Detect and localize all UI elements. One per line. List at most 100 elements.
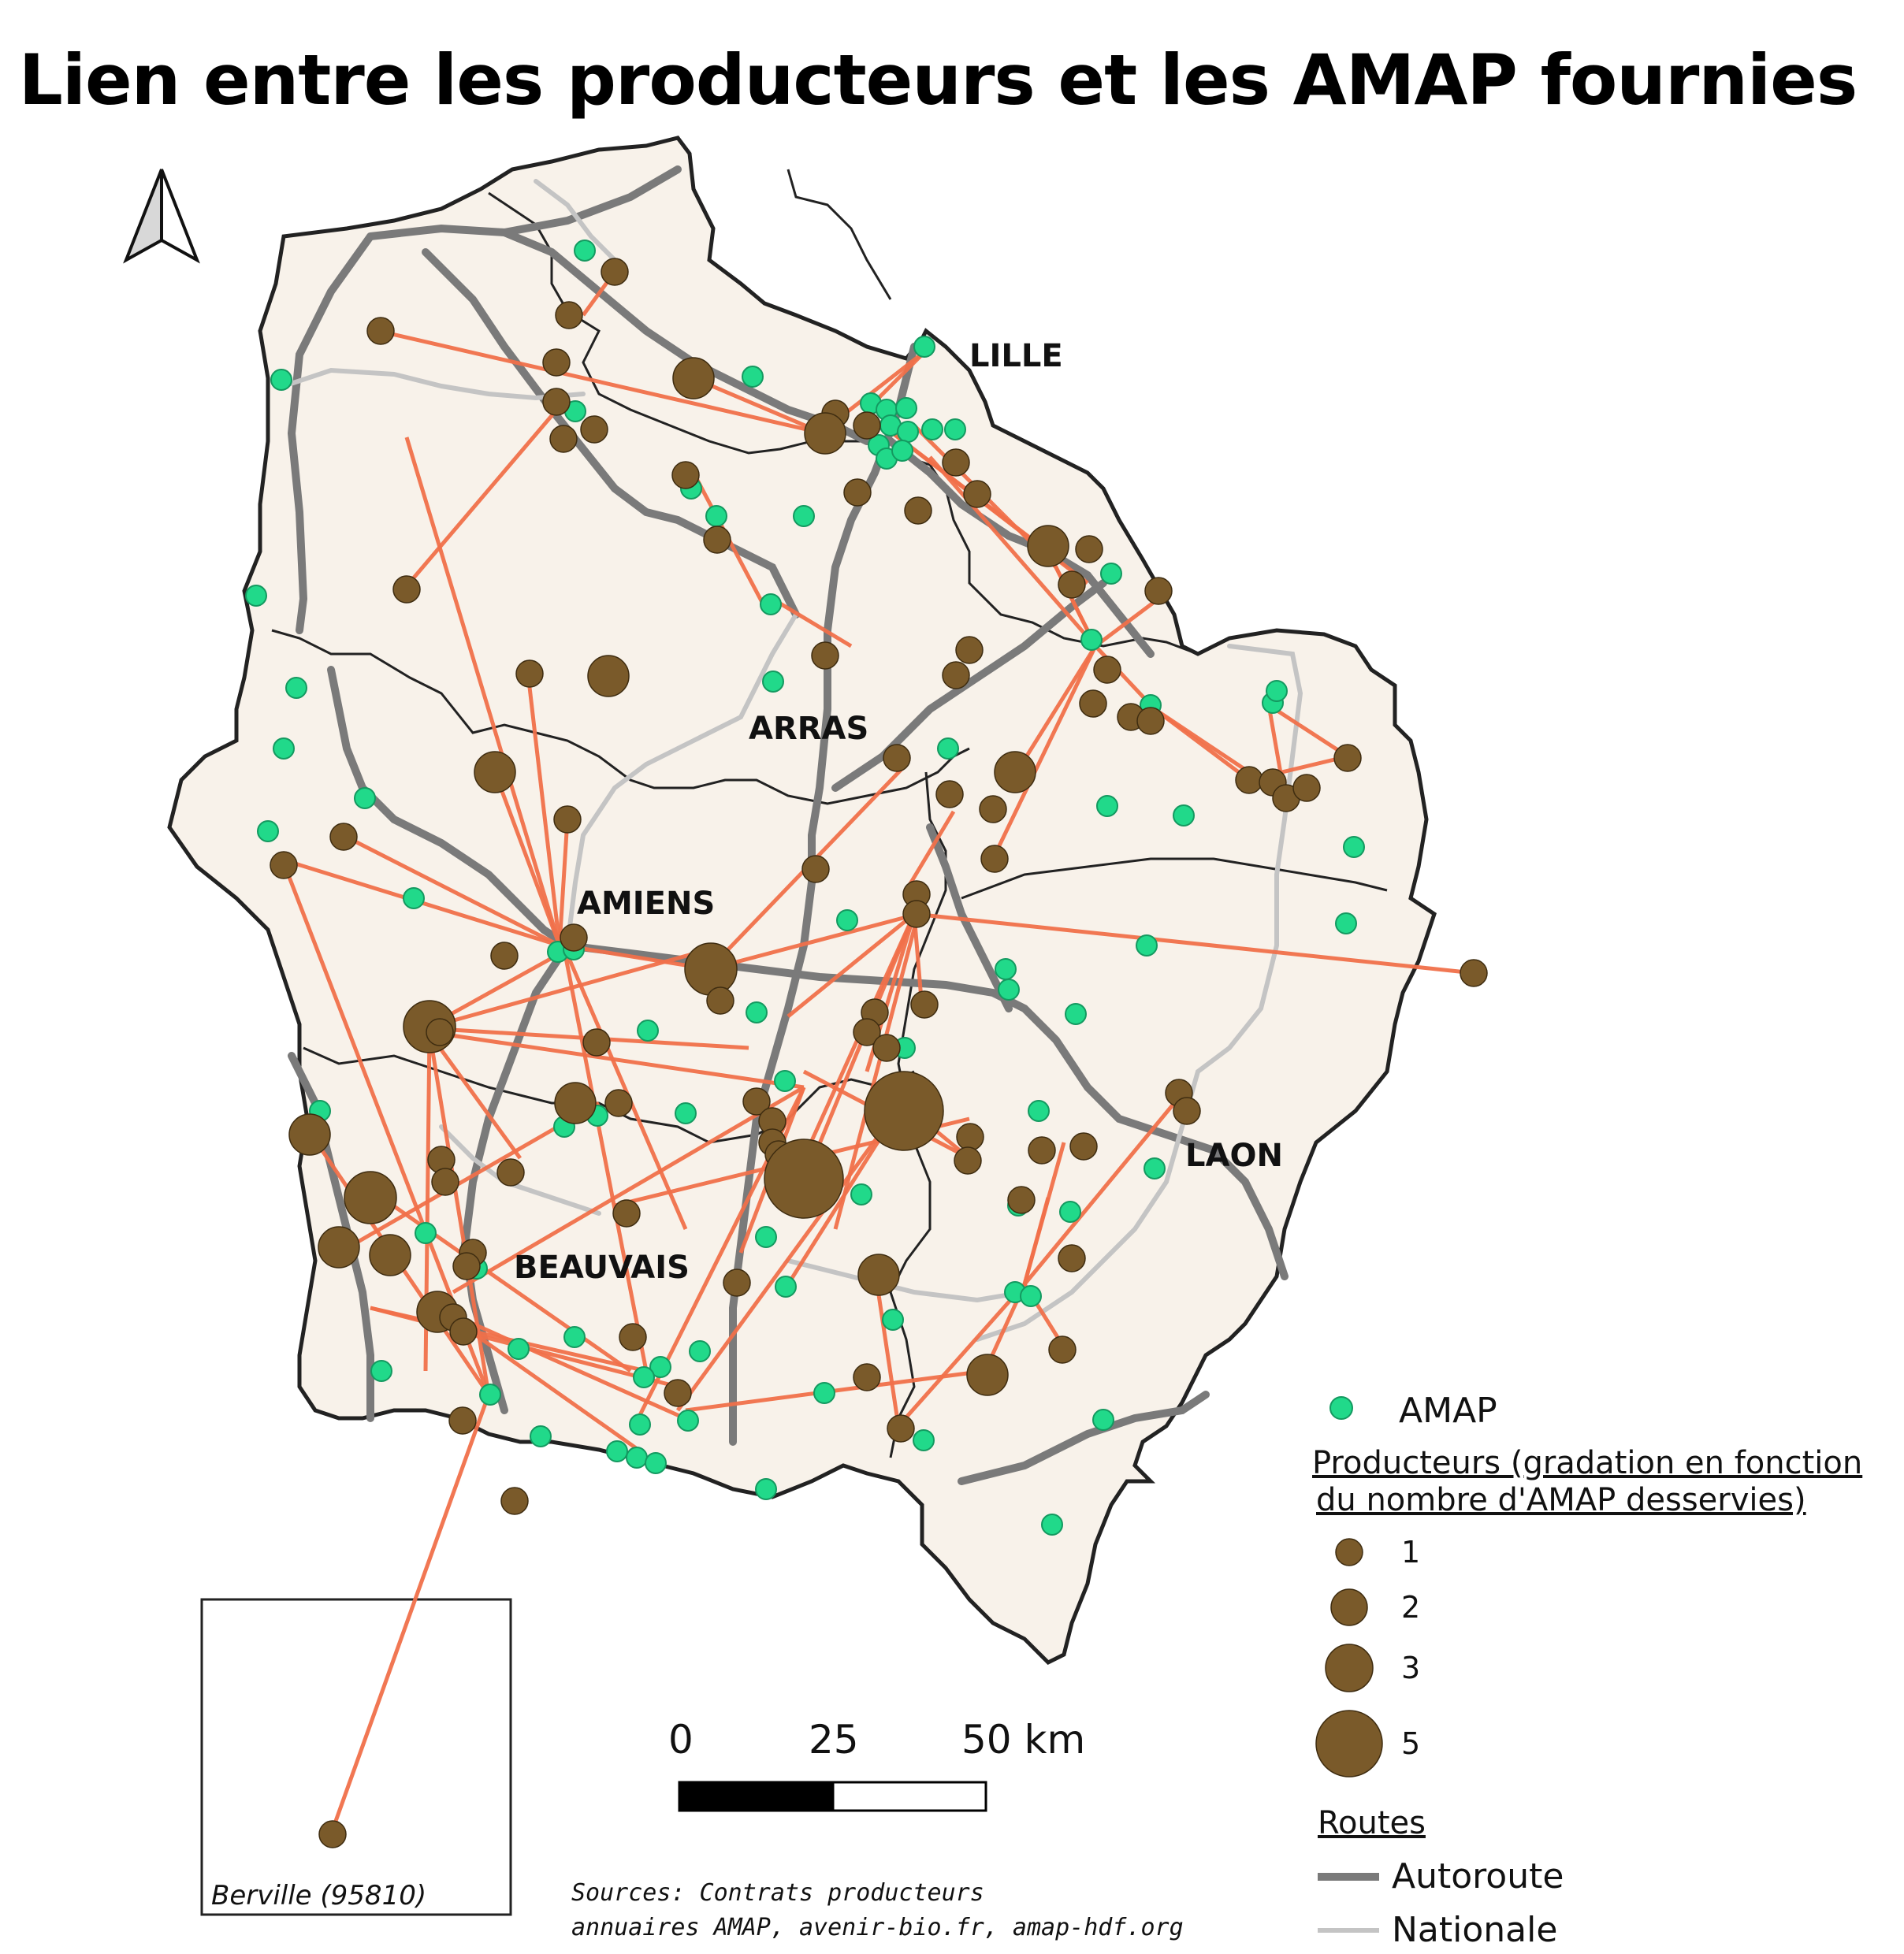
producer-point (955, 636, 984, 664)
legend-amap-label: AMAP (1399, 1391, 1497, 1431)
amap-point (1020, 1285, 1042, 1307)
producer-points (270, 258, 1488, 1848)
scale-label-25: 25 (809, 1717, 859, 1763)
amap-point (850, 1183, 872, 1205)
producer-point (672, 357, 715, 399)
producer-point (448, 1406, 477, 1435)
amap-point (629, 1413, 651, 1436)
amap-point (1065, 1003, 1087, 1025)
amap-point (1028, 1100, 1050, 1122)
producer-point (318, 1226, 360, 1269)
producer-amap-link (452, 1085, 805, 1295)
legend-autoroute-label: Autoroute (1392, 1856, 1564, 1896)
producer-amap-link (897, 1283, 1026, 1428)
producer-point (1048, 1335, 1077, 1364)
inset-label: Berville (95810) (211, 1880, 426, 1911)
producer-amap-link (685, 1369, 986, 1413)
amap-point (774, 1070, 796, 1092)
producer-amap-link (436, 1306, 695, 1425)
amap-point (1092, 1409, 1114, 1431)
legend: AMAP Producteurs (gradation en fonction … (1312, 1391, 1862, 1950)
sources-line-2: annuaires AMAP, avenir-bio.fr, amap-hdf.… (571, 1914, 1184, 1941)
producer-point (449, 1317, 478, 1346)
amap-point (273, 737, 295, 760)
producer-point (764, 1139, 844, 1219)
producer-point (671, 461, 700, 489)
amap-point (1100, 563, 1122, 585)
producer-point (1027, 525, 1069, 567)
producer-point (426, 1018, 454, 1046)
legend-producer-1-symbol (1335, 1538, 1363, 1566)
legend-producer-5-symbol (1315, 1710, 1383, 1778)
producer-point (979, 795, 1007, 823)
map-title: Lien entre les producteurs et les AMAP f… (18, 39, 1858, 121)
producer-amap-link (1014, 645, 1098, 774)
producer-point (1079, 689, 1107, 718)
scale-label-0: 0 (668, 1717, 694, 1763)
producer-point (587, 655, 630, 697)
city-label-arras: ARRAS (749, 711, 868, 747)
producer-point (612, 1199, 641, 1228)
producer-amap-link (787, 912, 916, 1018)
producer-point (1333, 744, 1362, 772)
amap-point (913, 336, 935, 358)
producer-point (910, 990, 939, 1019)
producer-point (980, 845, 1009, 873)
legend-amap-symbol (1329, 1396, 1353, 1420)
producer-point (580, 415, 608, 444)
producer-amap-link (1267, 703, 1349, 759)
producer-point (1292, 774, 1321, 802)
scale-bar: 0 25 50 km (668, 1717, 1085, 1812)
amap-point (1041, 1514, 1063, 1536)
amap-point (1136, 934, 1158, 957)
amap-point (746, 1001, 768, 1023)
producer-point (1075, 535, 1103, 563)
legend-producers-heading-2: du nombre d'AMAP desservies) (1316, 1482, 1806, 1518)
legend-producer-2-label: 2 (1401, 1590, 1420, 1625)
producer-point (664, 1379, 692, 1407)
producer-amap-link (404, 400, 565, 589)
city-label-laon: LAON (1185, 1138, 1283, 1174)
amap-point (775, 1276, 797, 1298)
amap-point (1343, 836, 1365, 858)
legend-producer-5-label: 5 (1401, 1726, 1420, 1761)
producer-point (515, 659, 544, 688)
producer-point (1460, 959, 1488, 987)
sources-line-1: Sources: Contrats producteurs (571, 1879, 984, 1907)
producer-amap-link (557, 819, 570, 946)
amap-point (649, 1356, 671, 1378)
producer-amap-link (377, 329, 824, 436)
producer-amap-link (561, 945, 649, 1372)
legend-nationale-label: Nationale (1392, 1910, 1557, 1950)
producer-point (966, 1354, 1009, 1396)
producer-point (723, 1269, 751, 1297)
producer-point (942, 661, 970, 689)
inset-box (200, 1598, 512, 1916)
amap-point (633, 1366, 655, 1388)
amap-point (677, 1410, 699, 1432)
producer-point (500, 1487, 529, 1515)
producer-point (288, 1113, 331, 1156)
legend-producer-1-label: 1 (1401, 1535, 1420, 1570)
producer-point (1058, 1244, 1086, 1272)
producer-point (553, 805, 582, 834)
amap-point (1144, 1157, 1166, 1179)
producer-point (369, 1234, 411, 1276)
producer-point (1028, 1136, 1056, 1165)
producer-point (496, 1158, 525, 1187)
producer-amap-link (801, 913, 917, 1183)
producer-point (474, 751, 516, 793)
amap-point (921, 418, 943, 440)
producer-point (864, 1071, 944, 1151)
city-label-lille: LILLE (969, 338, 1063, 374)
producer-point (904, 496, 932, 525)
amap-point (285, 677, 307, 699)
amap-point (1096, 795, 1118, 817)
amap-point (897, 421, 919, 443)
producer-point (902, 900, 931, 928)
amap-point (1266, 680, 1288, 702)
producer-point (452, 1252, 481, 1280)
legend-producer-3-label: 3 (1401, 1651, 1420, 1685)
city-label-beauvais: BEAUVAIS (514, 1250, 690, 1286)
amap-point (813, 1382, 835, 1404)
